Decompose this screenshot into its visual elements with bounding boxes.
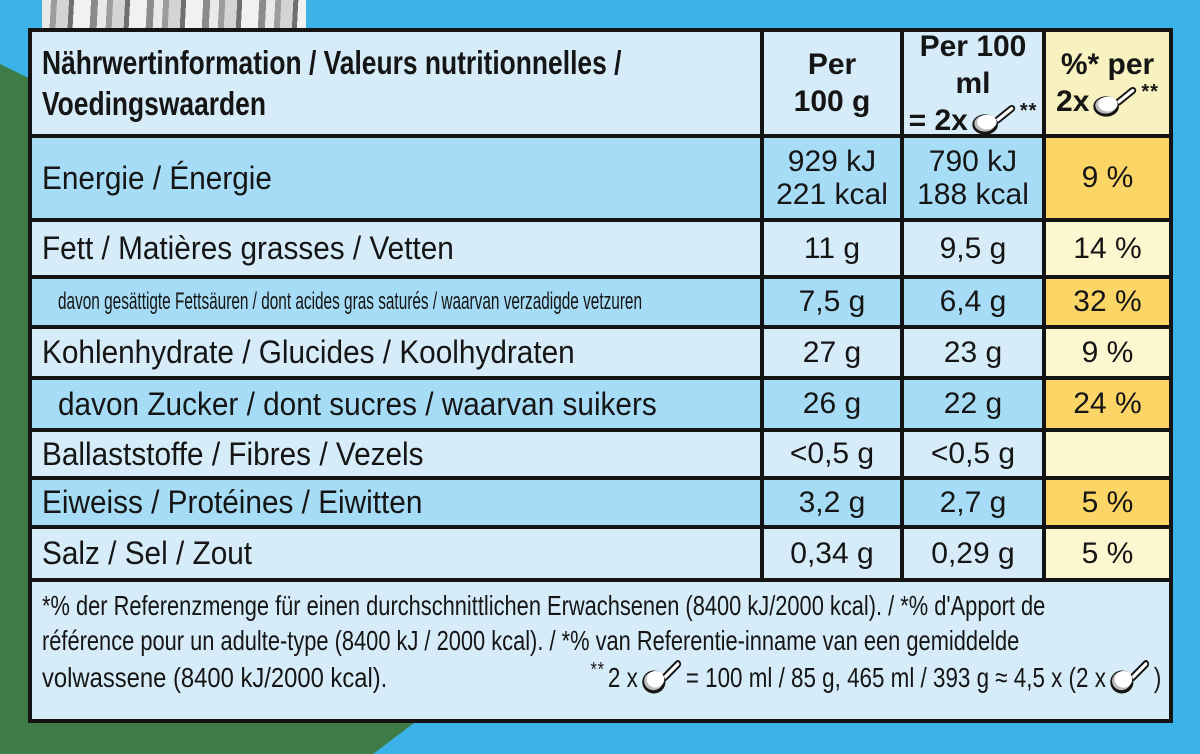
row-protein-per-100g: 3,2 g bbox=[760, 480, 900, 525]
table-row-salt: Salz / Sel / Zout 0,34 g 0,29 g 5 % bbox=[32, 525, 1169, 578]
row-fibre-per-100g: <0,5 g bbox=[760, 432, 900, 476]
row-carbohydrates-percent: 9 % bbox=[1042, 329, 1169, 376]
row-saturated-fat-label: davon gesättigte Fettsäuren / dont acide… bbox=[32, 279, 760, 325]
footnote-line2: référence pour un adulte-type (8400 kJ /… bbox=[42, 625, 1020, 656]
photo-fragment bbox=[42, 0, 306, 30]
row-energy-label: Energie / Énergie bbox=[32, 138, 760, 218]
table-row-fat: Fett / Matières grasses / Vetten 11 g 9,… bbox=[32, 218, 1169, 275]
table-title-line1: Nährwertinformation / Valeurs nutritionn… bbox=[42, 44, 622, 81]
measuring-spoon-icon bbox=[641, 658, 683, 696]
row-fat-per-100g: 11 g bbox=[760, 222, 900, 275]
row-energy-per-100g: 929 kJ 221 kcal bbox=[760, 138, 900, 218]
row-fibre-label: Ballaststoffe / Fibres / Vezels bbox=[32, 432, 760, 476]
measuring-spoon-icon bbox=[1092, 85, 1138, 119]
nutrition-table: Nährwertinformation / Valeurs nutritionn… bbox=[28, 28, 1173, 723]
footnote-line3-left: volwassene (8400 kJ/2000 kcal). bbox=[42, 661, 388, 693]
row-fat-label: Fett / Matières grasses / Vetten bbox=[32, 222, 760, 275]
note-close-paren: ) bbox=[1154, 661, 1162, 693]
row-salt-per-100ml: 0,29 g bbox=[900, 529, 1042, 578]
measuring-spoon-icon bbox=[1109, 658, 1151, 696]
row-sugars-per-100ml: 22 g bbox=[900, 380, 1042, 428]
row-protein-percent: 5 % bbox=[1042, 480, 1169, 525]
row-saturated-fat-percent: 32 % bbox=[1042, 279, 1169, 325]
double-asterisk: ** bbox=[590, 658, 605, 681]
row-saturated-fat-per-100g: 7,5 g bbox=[760, 279, 900, 325]
row-carbohydrates-per-100ml: 23 g bbox=[900, 329, 1042, 376]
row-energy-per-100ml: 790 kJ 188 kcal bbox=[900, 138, 1042, 218]
measuring-spoon-icon bbox=[971, 103, 1017, 134]
footnote-line3: volwassene (8400 kJ/2000 kcal). ** 2 x =… bbox=[42, 658, 1162, 696]
header-per-100ml-line2: = 2x ** bbox=[908, 100, 1038, 135]
header-percent-line1: %* per bbox=[1060, 48, 1155, 81]
row-carbohydrates-per-100g: 27 g bbox=[760, 329, 900, 376]
double-asterisk: ** bbox=[1019, 99, 1038, 122]
row-sugars-label: davon Zucker / dont sucres / waarvan sui… bbox=[32, 380, 760, 428]
note-2x: 2 x bbox=[608, 661, 639, 693]
row-fat-percent: 14 % bbox=[1042, 222, 1169, 275]
note-equivalence-text: = 100 ml / 85 g, 465 ml / 393 g ≈ 4,5 x … bbox=[686, 661, 1107, 693]
row-sugars-per-100g: 26 g bbox=[760, 380, 900, 428]
header-per-100g-line2: 100 g bbox=[793, 85, 871, 118]
table-row-carbohydrates: Kohlenhydrate / Glucides / Koolhydraten … bbox=[32, 325, 1169, 376]
spoon-equivalence-note: ** 2 x = 100 ml / 85 g, 465 ml / 393 g ≈… bbox=[591, 658, 1162, 696]
header-percent-line2: 2x ** bbox=[1056, 81, 1159, 120]
footnote-line1: *% der Referenzmenge für einen durchschn… bbox=[42, 590, 1046, 621]
table-row-sugars: davon Zucker / dont sucres / waarvan sui… bbox=[32, 376, 1169, 428]
row-salt-percent: 5 % bbox=[1042, 529, 1169, 578]
table-row-protein: Eiweiss / Protéines / Eiwitten 3,2 g 2,7… bbox=[32, 476, 1169, 525]
table-title-line2: Voedingswaarden bbox=[42, 85, 266, 122]
table-row-saturated-fat: davon gesättigte Fettsäuren / dont acide… bbox=[32, 275, 1169, 325]
header-col-per-100g: Per 100 g bbox=[760, 32, 900, 134]
row-protein-label: Eiweiss / Protéines / Eiwitten bbox=[32, 480, 760, 525]
table-row-fibre: Ballaststoffe / Fibres / Vezels <0,5 g <… bbox=[32, 428, 1169, 476]
double-asterisk: ** bbox=[1141, 81, 1159, 103]
header-per-100ml-line1: Per 100 ml bbox=[919, 32, 1027, 100]
row-sugars-percent: 24 % bbox=[1042, 380, 1169, 428]
row-fat-per-100ml: 9,5 g bbox=[900, 222, 1042, 275]
header-title-cell: Nährwertinformation / Valeurs nutritionn… bbox=[32, 32, 760, 134]
row-carbohydrates-label: Kohlenhydrate / Glucides / Koolhydraten bbox=[32, 329, 760, 376]
header-percent-2x: 2x bbox=[1056, 85, 1090, 118]
header-col-per-100ml: Per 100 ml = 2x ** bbox=[900, 32, 1042, 134]
row-energy-percent: 9 % bbox=[1042, 138, 1169, 218]
row-salt-label: Salz / Sel / Zout bbox=[32, 529, 760, 578]
row-salt-per-100g: 0,34 g bbox=[760, 529, 900, 578]
header-col-percent: %* per 2x ** bbox=[1042, 32, 1169, 134]
header-per-100ml-eq: = 2x bbox=[908, 103, 968, 135]
row-protein-per-100ml: 2,7 g bbox=[900, 480, 1042, 525]
table-header-row: Nährwertinformation / Valeurs nutritionn… bbox=[32, 32, 1169, 134]
row-fibre-percent bbox=[1042, 432, 1169, 476]
row-saturated-fat-per-100ml: 6,4 g bbox=[900, 279, 1042, 325]
table-row-energy: Energie / Énergie 929 kJ 221 kcal 790 kJ… bbox=[32, 134, 1169, 218]
row-fibre-per-100ml: <0,5 g bbox=[900, 432, 1042, 476]
table-footnote: *% der Referenzmenge für einen durchschn… bbox=[32, 578, 1169, 719]
header-per-100g-line1: Per bbox=[807, 48, 857, 81]
